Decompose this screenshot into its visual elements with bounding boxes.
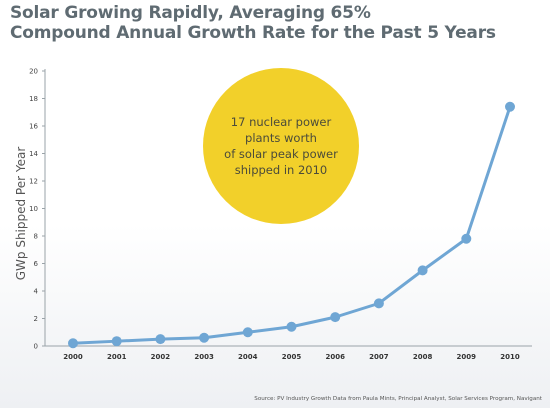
x-tick-label: 2009 xyxy=(457,353,477,361)
source-note: Source: PV Industry Growth Data from Pau… xyxy=(254,396,542,402)
callout-text-line: 17 nuclear power xyxy=(231,115,332,129)
x-tick-label: 2002 xyxy=(151,353,171,361)
x-tick-label: 2003 xyxy=(194,353,214,361)
data-point xyxy=(242,327,253,338)
x-tick-label: 2006 xyxy=(325,353,345,361)
data-point xyxy=(461,233,472,244)
callout-bubble: 17 nuclear power plants worth of solar pea… xyxy=(203,68,359,224)
y-tick-label: 4 xyxy=(34,288,39,296)
chart-axes xyxy=(42,69,532,347)
x-tick-label: 2000 xyxy=(63,353,83,361)
chart-title-line-1: Solar Growing Rapidly, Averaging 65% xyxy=(10,3,371,23)
y-tick-label: 6 xyxy=(34,260,39,268)
data-point xyxy=(199,332,210,343)
y-tick-label: 2 xyxy=(34,315,38,323)
data-point xyxy=(505,101,515,112)
y-tick-label: 16 xyxy=(29,123,38,131)
chart-title: Solar Growing Rapidly, Averaging 65% Com… xyxy=(10,3,496,43)
x-tick-label: 2001 xyxy=(107,353,127,361)
chart-labels: 0 2 4 6 8 10 12 14 16 18 20 2000 2001 2002 2003 2004 200… xyxy=(14,68,520,362)
y-tick-label: 12 xyxy=(29,178,38,186)
callout-circle xyxy=(203,68,359,224)
data-point xyxy=(373,298,384,309)
data-point xyxy=(330,312,341,323)
callout-text-line: plants worth xyxy=(245,131,317,145)
callout-text-line: of solar peak power xyxy=(224,147,338,161)
y-tick-label: 20 xyxy=(29,68,38,76)
data-point xyxy=(417,265,428,276)
x-tick-label: 2005 xyxy=(282,353,302,361)
callout-text-line: shipped in 2010 xyxy=(235,163,328,177)
data-point xyxy=(68,338,78,349)
y-tick-label: 0 xyxy=(34,343,38,351)
data-point xyxy=(111,336,122,347)
data-point xyxy=(286,321,297,332)
y-tick-label: 18 xyxy=(29,95,38,103)
y-tick-label: 8 xyxy=(34,233,38,241)
y-tick-label: 14 xyxy=(29,150,38,158)
data-point xyxy=(155,334,166,345)
y-axis-title: GWp Shipped Per Year xyxy=(14,147,28,281)
x-tick-label: 2008 xyxy=(413,353,433,361)
chart-series xyxy=(68,101,515,349)
x-tick-label: 2004 xyxy=(238,353,258,361)
x-tick-label: 2007 xyxy=(369,353,389,361)
chart-title-line-2: Compound Annual Growth Rate for the Past… xyxy=(10,23,496,43)
x-tick-label: 2010 xyxy=(500,353,520,361)
y-tick-label: 10 xyxy=(29,205,38,213)
